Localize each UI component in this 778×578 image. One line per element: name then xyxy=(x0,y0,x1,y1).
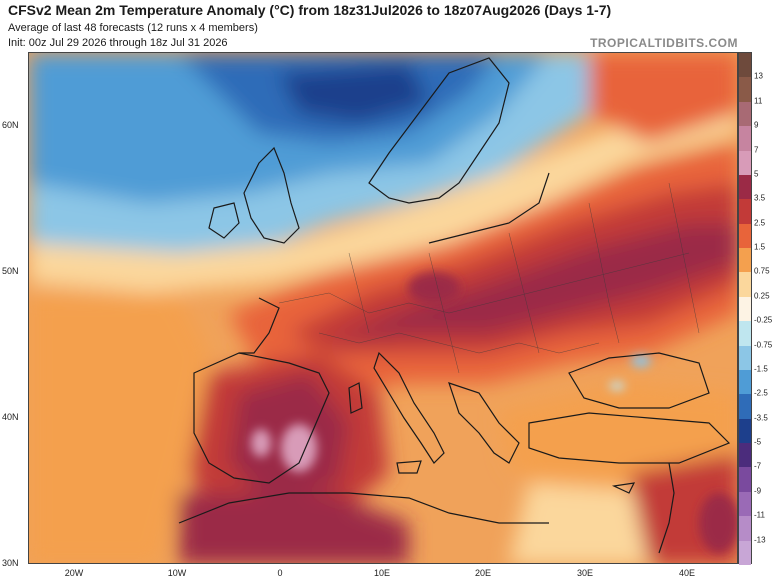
colorbar-label: -3.5 xyxy=(754,413,768,423)
colorbar-label: -9 xyxy=(754,486,762,496)
colorbar-segment xyxy=(739,321,751,346)
colorbar-label: 0.25 xyxy=(754,291,770,301)
colorbar-label: -0.75 xyxy=(754,340,773,350)
init-time-note: Init: 00z Jul 29 2026 through 18z Jul 31… xyxy=(8,37,228,49)
colorbar-label: -13 xyxy=(754,535,766,545)
colorbar xyxy=(738,52,752,565)
lon-label-0: 0 xyxy=(277,568,283,578)
lon-label-20e: 20E xyxy=(474,568,492,578)
colorbar-segment xyxy=(739,394,751,419)
temperature-anomaly-map xyxy=(28,52,738,564)
brand-watermark: TROPICALTIDBITS.COM xyxy=(590,36,738,50)
colorbar-label: 13 xyxy=(754,71,763,81)
forecast-average-note: Average of last 48 forecasts (12 runs x … xyxy=(8,22,258,34)
colorbar-label: 3.5 xyxy=(754,193,766,203)
colorbar-segment xyxy=(739,540,751,565)
anomaly-field xyxy=(29,53,737,563)
colorbar-label: -11 xyxy=(754,510,765,520)
lon-label-20w: 20W xyxy=(64,568,84,578)
lat-label-60n: 60N xyxy=(2,120,19,130)
lon-label-40e: 40E xyxy=(678,568,696,578)
colorbar-segment xyxy=(739,272,751,297)
colorbar-segment xyxy=(739,150,751,175)
colorbar-segment xyxy=(739,443,751,468)
colorbar-segment xyxy=(739,491,751,517)
lat-label-30n: 30N xyxy=(2,558,19,568)
colorbar-label: 0.75 xyxy=(754,266,770,276)
colorbar-segment xyxy=(739,199,751,224)
colorbar-label: 5 xyxy=(754,169,759,179)
colorbar-label: -7 xyxy=(754,461,762,471)
colorbar-label: -5 xyxy=(754,437,762,447)
colorbar-label: 2.5 xyxy=(754,218,766,228)
colorbar-label: -1.5 xyxy=(754,364,768,374)
colorbar-segment xyxy=(739,296,751,322)
colorbar-segment xyxy=(739,223,751,248)
colorbar-segment xyxy=(739,467,751,492)
lon-label-10w: 10W xyxy=(167,568,187,578)
colorbar-label: 11 xyxy=(754,96,763,106)
colorbar-segment xyxy=(739,126,751,151)
header: CFSv2 Mean 2m Temperature Anomaly (°C) f… xyxy=(0,0,778,52)
lat-label-50n: 50N xyxy=(2,266,19,276)
colorbar-segment xyxy=(739,248,751,273)
colorbar-label: 7 xyxy=(754,145,759,155)
colorbar-segment xyxy=(739,369,751,395)
colorbar-segment xyxy=(739,53,751,78)
colorbar-label: 9 xyxy=(754,120,759,130)
colorbar-label: -0.25 xyxy=(754,315,773,325)
lat-label-40n: 40N xyxy=(2,412,19,422)
colorbar-segment xyxy=(739,345,751,370)
colorbar-segment xyxy=(739,418,751,443)
colorbar-label: -2.5 xyxy=(754,388,768,398)
colorbar-segment xyxy=(739,174,751,200)
lon-label-10e: 10E xyxy=(373,568,391,578)
lon-label-30e: 30E xyxy=(576,568,594,578)
colorbar-segment xyxy=(739,77,751,102)
colorbar-label: 1.5 xyxy=(754,242,766,252)
map-title: CFSv2 Mean 2m Temperature Anomaly (°C) f… xyxy=(8,2,612,18)
colorbar-segment xyxy=(739,101,751,127)
colorbar-segment xyxy=(739,516,751,541)
